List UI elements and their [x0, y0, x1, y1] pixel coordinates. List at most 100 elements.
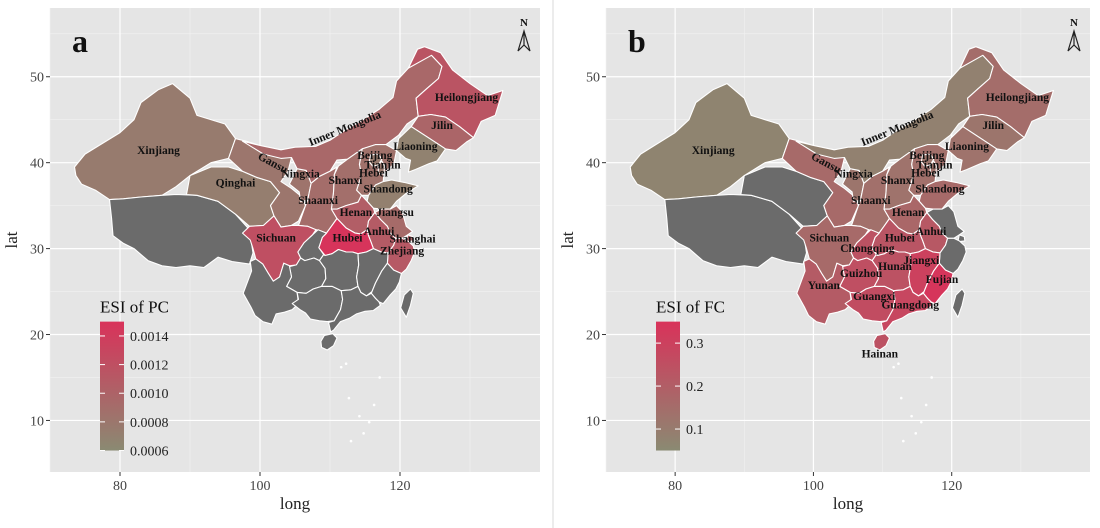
label-beijing: Beijing [909, 150, 944, 162]
label-hebei: Hebei [911, 167, 941, 179]
label-fujian: Fujian [926, 274, 959, 286]
island-mark [339, 365, 343, 369]
label-liaoning: Liaoning [945, 141, 989, 153]
label-liaoning: Liaoning [393, 141, 437, 153]
y-tick-label: 20 [30, 329, 44, 344]
label-sichuan: Sichuan [810, 233, 850, 245]
province-layer [73, 46, 504, 351]
north-arrow-icon [1067, 28, 1081, 52]
legend-tick-label: 0.0010 [130, 387, 169, 402]
north-label: N [1070, 17, 1078, 29]
label-jiangxi: Jiangxi [903, 255, 940, 267]
y-tick-label: 20 [586, 329, 600, 344]
label-shaanxi: Shaanxi [851, 195, 891, 207]
province-shanghai [957, 234, 966, 243]
y-tick-label: 40 [30, 157, 44, 172]
x-tick-label: 120 [941, 479, 962, 494]
label-henan: Henan [892, 207, 925, 219]
x-tick-label: 100 [250, 479, 271, 494]
island-mark [902, 439, 905, 443]
label-shaanxi: Shaanxi [298, 195, 338, 207]
y-tick-label: 30 [30, 243, 44, 258]
x-axis-title: long [280, 494, 311, 513]
label-qinghai: Qinghai [216, 178, 256, 190]
label-jiangsu: Jiangsu [376, 207, 414, 219]
legend: ESI of FC 0.3 0.2 0.1 [656, 298, 725, 451]
south-sea-islands [892, 362, 933, 443]
province-taiwan [951, 288, 966, 318]
province-liaoning [395, 126, 447, 173]
label-beijing: Beijing [357, 150, 392, 162]
y-tick-label: 10 [586, 414, 600, 429]
north-arrow-icon [517, 28, 531, 52]
label-henan: Henan [340, 207, 373, 219]
label-shanxi: Shanxi [328, 175, 363, 187]
y-axis-title: lat [2, 231, 21, 248]
y-tick-label: 30 [586, 243, 600, 258]
province-shanghai [405, 234, 414, 243]
island-mark [362, 432, 365, 435]
island-mark [899, 396, 903, 400]
province-taiwan [400, 288, 414, 318]
province-yunan [242, 258, 300, 325]
axes: 80 100 120 10 20 30 40 50 long lat [558, 71, 962, 513]
label-shanghai: Shanghai [390, 234, 437, 246]
legend-title: ESI of FC [656, 298, 725, 317]
label-heilongjiang: Heilongjiang [435, 92, 499, 104]
x-tick-label: 100 [803, 479, 824, 494]
label-hubei: Hubei [885, 233, 916, 245]
x-tick-label: 80 [113, 479, 127, 494]
legend-tick-label: 0.0012 [130, 359, 169, 374]
north-label: N [520, 17, 528, 29]
label-jilin: Jilin [431, 120, 453, 132]
x-axis-title: long [833, 494, 864, 513]
label-sichuan: Sichuan [256, 233, 296, 245]
label-hebei: Hebei [359, 167, 389, 179]
province-tibet [108, 193, 254, 269]
province-hunan [318, 248, 360, 292]
island-mark [372, 403, 376, 407]
label-hunan: Hunan [878, 261, 912, 273]
province-tibet [664, 193, 808, 269]
label-hubei: Hubei [332, 233, 363, 245]
legend-tick-label: 0.0008 [130, 416, 169, 431]
island-mark [344, 362, 348, 366]
legend-tick-label: 0.2 [686, 380, 704, 395]
province-liaoning [947, 126, 998, 173]
y-tick-label: 50 [586, 71, 600, 86]
legend: ESI of PC 0.0014 0.0012 0.0010 0.0008 0.0006 [100, 298, 169, 460]
label-xinjiang: Xinjiang [137, 145, 180, 157]
label-shandong: Shandong [915, 184, 964, 196]
label-anhui: Anhui [916, 226, 947, 238]
axes: 80 100 120 10 20 30 40 50 long lat [2, 71, 411, 513]
island-mark [349, 439, 353, 443]
x-tick-label: 80 [668, 479, 682, 494]
island-mark [924, 403, 928, 407]
island-mark [367, 420, 371, 424]
south-sea-islands [339, 362, 382, 443]
y-tick-label: 10 [30, 414, 44, 429]
label-tianjin: Tianjin [916, 160, 953, 172]
legend-tick-label: 0.0014 [130, 330, 169, 345]
province-tianjin [929, 160, 938, 175]
legend-tick-label: 0.3 [686, 337, 704, 352]
label-tianjin: Tianjin [364, 160, 401, 172]
province-layer [629, 46, 1054, 351]
label-ningxia: Ningxia [281, 168, 320, 180]
label-hainan: Hainan [862, 349, 899, 361]
province-yunan [796, 258, 853, 325]
label-shandong: Shandong [363, 184, 412, 196]
island-mark [347, 396, 351, 400]
province-tianjin [377, 160, 386, 175]
panel-letter: a [72, 23, 88, 59]
province-hainan [873, 333, 891, 351]
label-zhejiang: Zhejiang [380, 246, 424, 258]
y-tick-label: 50 [30, 71, 44, 86]
legend-tick-label: 0.0006 [130, 445, 169, 460]
island-mark [378, 376, 382, 379]
province-beijing [368, 153, 383, 167]
island-mark [910, 414, 913, 418]
island-mark [919, 420, 923, 424]
